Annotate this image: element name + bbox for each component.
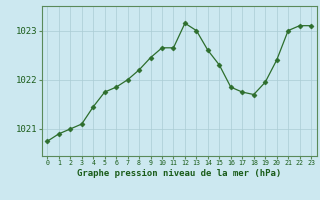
X-axis label: Graphe pression niveau de la mer (hPa): Graphe pression niveau de la mer (hPa) [77, 169, 281, 178]
